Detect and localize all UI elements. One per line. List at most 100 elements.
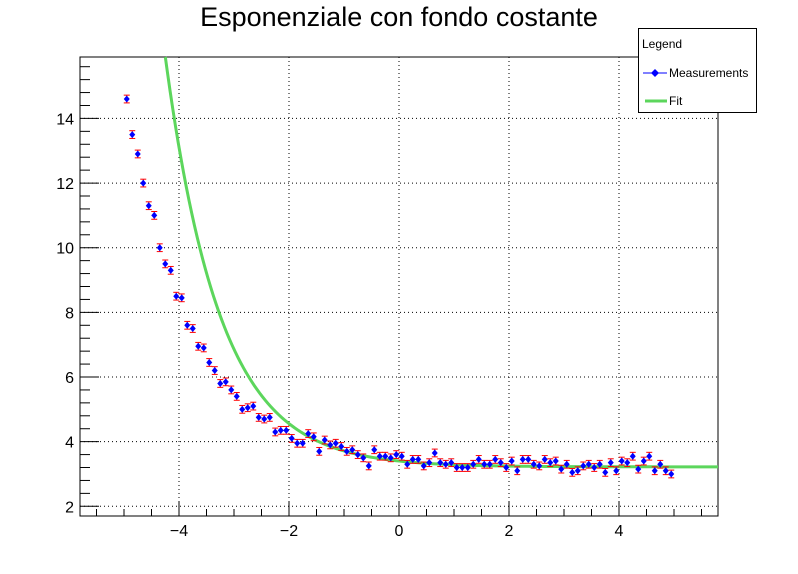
point-marker	[558, 465, 565, 473]
data-point	[393, 450, 400, 459]
data-point	[338, 442, 345, 451]
point-marker	[156, 244, 163, 252]
point-marker	[613, 467, 620, 475]
data-point	[332, 438, 339, 448]
point-marker	[244, 404, 251, 412]
data-point	[167, 265, 174, 275]
data-point	[129, 130, 136, 139]
data-point	[409, 455, 416, 464]
legend-title: Legend	[642, 37, 683, 51]
point-marker	[140, 179, 147, 187]
data-point	[382, 451, 389, 461]
point-marker	[503, 464, 510, 472]
data-point	[371, 445, 378, 455]
x-tick-label: 0	[395, 523, 404, 540]
data-point	[360, 453, 367, 463]
point-marker	[305, 430, 312, 438]
x-tick-label: −4	[170, 523, 188, 540]
data-point	[376, 451, 383, 461]
point-marker	[426, 459, 433, 467]
point-marker	[668, 470, 675, 478]
point-marker	[250, 402, 257, 410]
point-marker	[332, 439, 339, 447]
data-point	[283, 425, 290, 435]
data-point	[607, 458, 614, 468]
point-marker	[255, 413, 262, 421]
data-point	[596, 459, 603, 469]
point-marker	[288, 434, 295, 442]
data-point	[354, 450, 361, 459]
point-marker	[624, 459, 631, 467]
data-point	[151, 211, 158, 220]
point-marker	[189, 325, 196, 333]
data-point	[602, 467, 609, 477]
point-marker	[431, 449, 438, 457]
tick-labels: −4 −2 0 2 4 2 4 6 8 10 12 14	[56, 111, 623, 540]
data-point	[327, 440, 334, 450]
point-marker	[211, 367, 218, 375]
data-point	[316, 446, 323, 456]
chart-title: Esponenziale con fondo costante	[200, 2, 598, 32]
data-point	[404, 459, 411, 469]
point-marker	[409, 455, 416, 463]
point-marker	[222, 378, 229, 386]
data-point	[145, 201, 152, 211]
y-tick-label: 2	[65, 499, 74, 516]
point-marker	[508, 457, 515, 465]
point-marker	[167, 266, 174, 274]
data-point	[349, 445, 356, 455]
data-point	[211, 366, 218, 375]
point-marker	[200, 344, 207, 352]
data-point	[305, 429, 312, 438]
data-point	[497, 458, 504, 468]
point-marker	[574, 467, 581, 475]
data-point	[266, 413, 273, 422]
point-marker	[547, 459, 554, 467]
point-marker	[134, 150, 141, 158]
point-marker	[497, 459, 504, 467]
data-point	[189, 324, 196, 333]
point-marker	[530, 460, 537, 468]
data-point	[239, 404, 246, 414]
data-point	[294, 438, 301, 448]
point-marker	[217, 379, 224, 387]
data-point	[580, 461, 587, 471]
point-marker	[338, 443, 345, 451]
legend-line-icon	[645, 99, 667, 103]
data-point	[613, 466, 620, 476]
point-marker	[635, 465, 642, 473]
data-point	[200, 343, 207, 353]
data-point	[173, 291, 180, 301]
data-point	[552, 456, 559, 466]
data-point	[459, 463, 466, 472]
data-point	[244, 403, 251, 413]
point-marker	[233, 392, 240, 400]
point-marker	[657, 460, 664, 468]
data-point	[321, 435, 328, 445]
point-marker	[266, 413, 273, 421]
point-marker	[299, 439, 306, 447]
point-marker	[321, 436, 328, 444]
point-marker	[145, 202, 152, 210]
point-marker	[360, 454, 367, 462]
data-point	[398, 451, 405, 461]
point-marker	[277, 426, 284, 434]
data-point	[492, 455, 499, 464]
data-point	[481, 459, 488, 469]
data-point	[591, 463, 598, 472]
data-point	[255, 413, 262, 422]
grid	[80, 57, 718, 516]
point-marker	[651, 467, 658, 475]
data-point	[123, 94, 130, 104]
data-point	[646, 451, 653, 461]
data-point	[162, 259, 169, 269]
data-point	[547, 458, 554, 468]
x-tick-label: −2	[280, 523, 298, 540]
legend-entry-measurements: Measurements	[639, 65, 758, 81]
y-tick-label: 8	[65, 305, 74, 322]
data-point	[184, 320, 191, 330]
point-marker	[404, 460, 411, 468]
point-marker	[343, 447, 350, 455]
point-marker	[536, 462, 543, 470]
